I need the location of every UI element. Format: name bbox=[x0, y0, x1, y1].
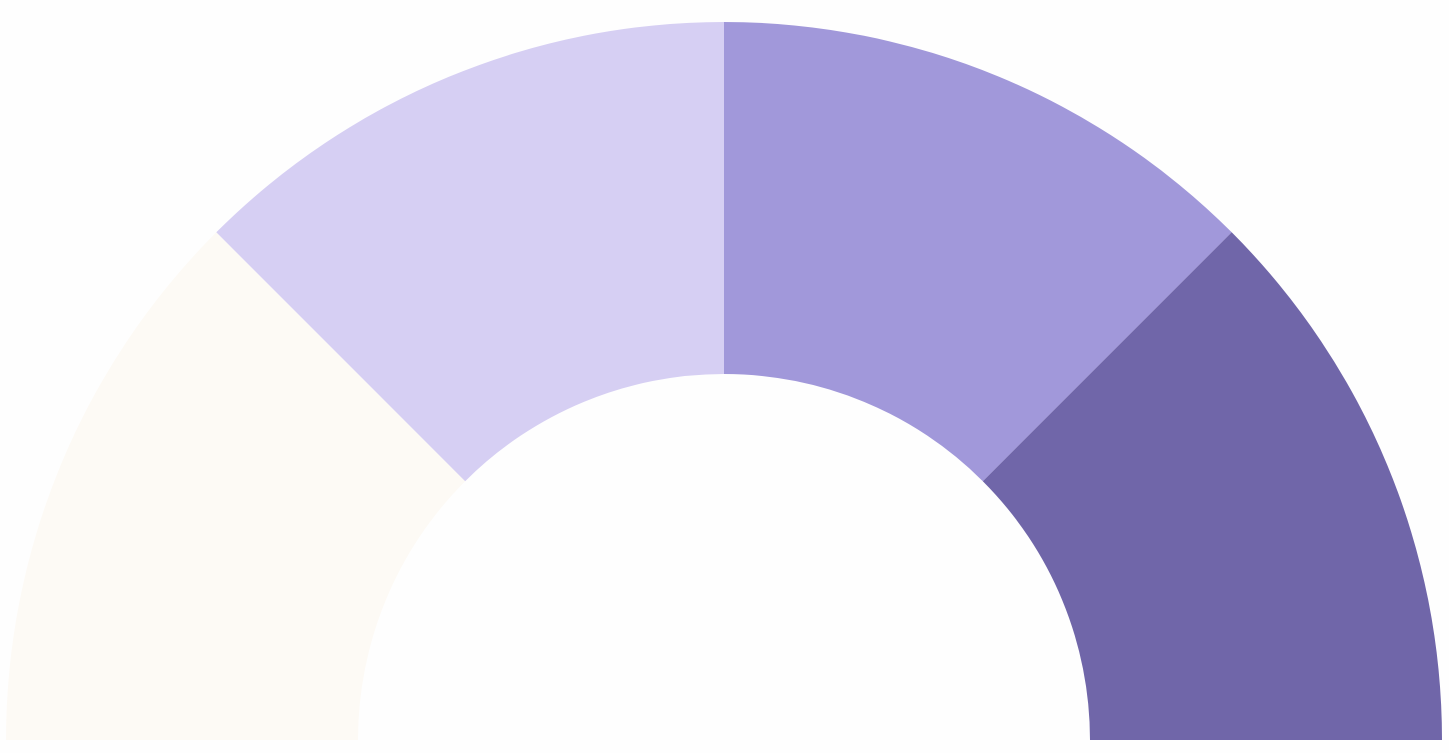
gauge-segments bbox=[6, 22, 1442, 740]
gauge-segment-1 bbox=[6, 232, 466, 740]
gauge-segment-4 bbox=[982, 232, 1442, 740]
gauge-segment-2 bbox=[216, 22, 724, 482]
gauge-segment-3 bbox=[724, 22, 1232, 482]
